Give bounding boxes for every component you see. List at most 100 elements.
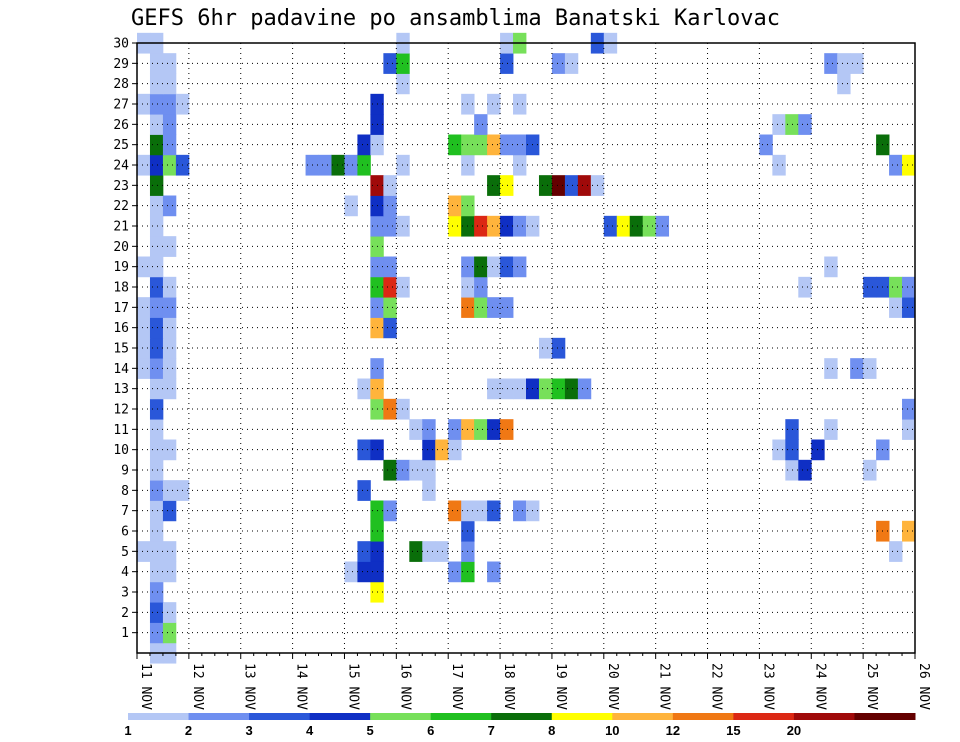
y-tick-label: 1 <box>121 626 129 641</box>
heatmap-cell <box>487 297 501 318</box>
heatmap-cell <box>383 175 397 196</box>
heatmap-cell <box>149 317 164 339</box>
y-tick-label: 5 <box>121 545 129 560</box>
heatmap-cell <box>422 541 436 562</box>
heatmap-cell <box>162 480 177 501</box>
colorbar-label: 3 <box>245 723 252 738</box>
heatmap-cell <box>850 358 864 379</box>
heatmap-cell <box>162 500 177 522</box>
heatmap-cell <box>383 500 397 522</box>
heatmap-cell <box>383 215 397 237</box>
heatmap-cell <box>474 114 488 135</box>
heatmap-cell <box>513 134 527 156</box>
heatmap-cell <box>772 439 786 461</box>
heatmap-cell <box>137 93 151 115</box>
y-tick-label: 19 <box>113 260 129 275</box>
y-tick-label: 23 <box>113 179 129 194</box>
heatmap-cell <box>149 73 164 95</box>
heatmap-cell <box>902 419 916 440</box>
grid-lines <box>137 42 915 653</box>
heatmap-cell <box>357 541 371 562</box>
heatmap-cell <box>500 175 514 196</box>
heatmap-cell <box>149 398 164 420</box>
heatmap-cell <box>798 276 812 298</box>
heatmap-cell <box>137 154 151 176</box>
colorbar-swatch <box>793 713 855 720</box>
colorbar-label: 2 <box>185 723 192 738</box>
colorbar-label: 5 <box>367 723 374 738</box>
heatmap-cell <box>396 215 410 237</box>
heatmap-cell <box>448 134 462 156</box>
heatmap-cell <box>149 419 164 440</box>
x-tick-label: 15 NOV <box>345 663 360 710</box>
heatmap-cell <box>487 378 501 400</box>
x-tick-label: 14 NOV <box>294 663 309 710</box>
heatmap-cell <box>149 134 164 156</box>
colorbar-label: 8 <box>548 723 555 738</box>
heatmap-cell <box>538 175 553 196</box>
heatmap-cell <box>344 561 358 583</box>
heatmap-cell <box>513 500 527 522</box>
heatmap-cell <box>162 439 177 461</box>
heatmap-cell <box>162 154 177 176</box>
x-tick-label: 17 NOV <box>449 663 464 710</box>
heatmap-cell <box>137 317 151 339</box>
y-tick-label: 29 <box>113 57 129 72</box>
heatmap-cell <box>396 73 410 95</box>
heatmap-cell <box>616 215 631 237</box>
colorbar-label: 20 <box>787 723 801 738</box>
heatmap-cell <box>603 215 618 237</box>
heatmap-cell <box>149 541 164 562</box>
y-tick-label: 13 <box>113 382 129 397</box>
heatmap-cell <box>162 195 177 217</box>
heatmap-cell <box>837 73 851 95</box>
x-tick-label: 11 NOV <box>138 663 153 710</box>
heatmap-cell <box>137 256 151 278</box>
x-tick-label: 21 NOV <box>657 663 672 710</box>
heatmap-cell <box>383 256 397 278</box>
heatmap-cell <box>564 175 579 196</box>
heatmap-cell <box>487 500 501 522</box>
heatmap-cell <box>902 520 916 542</box>
heatmap-cell <box>487 561 501 583</box>
heatmap-cell <box>513 154 527 176</box>
heatmap-cell <box>474 297 488 318</box>
y-tick-label: 8 <box>121 484 129 499</box>
heatmap-cell <box>162 73 177 95</box>
heatmap-cell <box>409 541 423 562</box>
heatmap-cell <box>396 459 410 481</box>
heatmap-cell <box>383 53 397 74</box>
colorbar-swatch <box>491 713 553 720</box>
heatmap-cell <box>837 53 851 74</box>
heatmap-cell <box>383 276 397 298</box>
heatmap-cell <box>137 337 151 359</box>
heatmap-cell <box>149 114 164 135</box>
y-tick-label: 26 <box>113 118 129 133</box>
y-tick-label: 20 <box>113 240 129 255</box>
heatmap-cell <box>889 276 903 298</box>
heatmap-cell <box>149 154 164 176</box>
heatmap-cell <box>538 337 553 359</box>
heatmap-cell <box>149 439 164 461</box>
heatmap-cell <box>500 53 514 74</box>
heatmap-cell <box>149 500 164 522</box>
colorbar-label: 1 <box>124 723 131 738</box>
heatmap-cell <box>448 195 462 217</box>
colorbar-swatch <box>733 713 795 720</box>
heatmap-cell <box>902 154 916 176</box>
heatmap-cell <box>500 378 514 400</box>
heatmap-cell <box>149 561 164 583</box>
heatmap-cell <box>564 53 579 74</box>
heatmap-cell <box>149 175 164 196</box>
y-tick-label: 18 <box>113 281 129 296</box>
x-tick-label: 23 NOV <box>760 663 775 710</box>
y-tick-label: 27 <box>113 98 129 113</box>
colorbar-swatch <box>309 713 371 720</box>
colorbar-swatch <box>551 713 613 720</box>
heatmap-cell <box>513 256 527 278</box>
heatmap-cell <box>162 317 177 339</box>
heatmap-cell <box>357 480 371 501</box>
x-tick-label: 19 NOV <box>553 663 568 710</box>
colorbar-label: 7 <box>488 723 495 738</box>
